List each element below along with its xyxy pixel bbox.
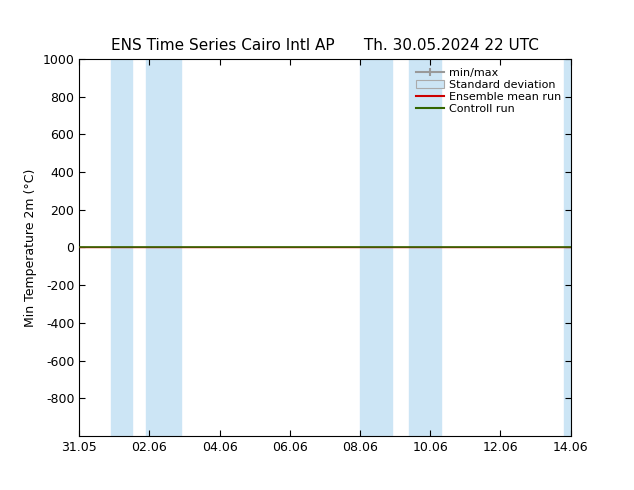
Bar bbox=[146, 59, 181, 436]
Bar bbox=[409, 59, 441, 436]
Y-axis label: Min Temperature 2m (°C): Min Temperature 2m (°C) bbox=[24, 168, 37, 327]
Bar bbox=[360, 59, 392, 436]
Bar bbox=[564, 59, 578, 436]
Bar bbox=[111, 59, 132, 436]
Title: ENS Time Series Cairo Intl AP      Th. 30.05.2024 22 UTC: ENS Time Series Cairo Intl AP Th. 30.05.… bbox=[111, 39, 539, 53]
Legend: min/max, Standard deviation, Ensemble mean run, Controll run: min/max, Standard deviation, Ensemble me… bbox=[413, 64, 565, 118]
